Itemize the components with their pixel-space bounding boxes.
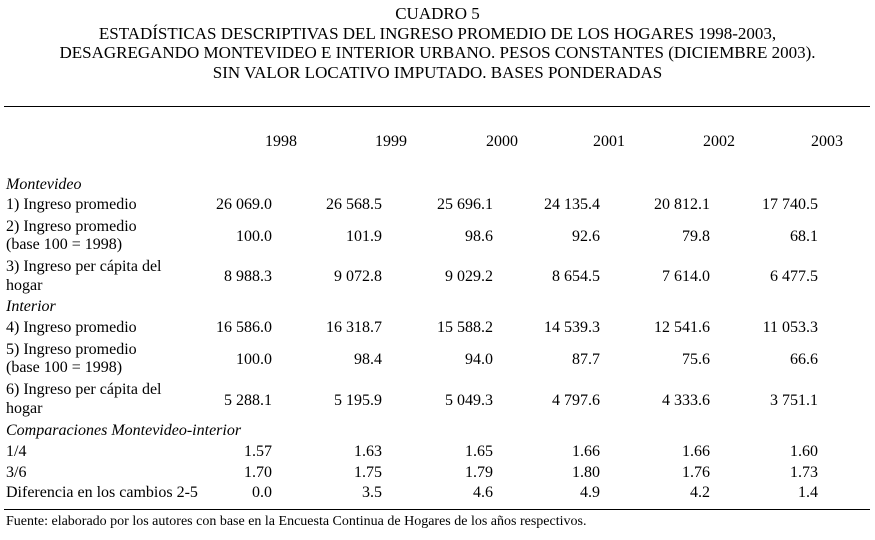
cell-value: 6 477.5 (770, 268, 818, 285)
year-header: 1998 (265, 133, 297, 150)
year-header: 2003 (811, 133, 843, 150)
cell-value: 4.6 (473, 484, 493, 501)
source-note: Fuente: elaborado por los autores con ba… (6, 514, 587, 529)
section-label: Montevideo (6, 176, 82, 193)
section-label: Comparaciones Montevideo-interior (6, 422, 242, 439)
cell-value: 87.7 (572, 351, 600, 368)
cell-value: 1.4 (798, 484, 818, 501)
cell-value: 1.80 (572, 464, 600, 481)
row-label: 1) Ingreso promedio (6, 196, 137, 213)
cell-value: 1.70 (244, 464, 272, 481)
cell-value: 66.6 (790, 351, 818, 368)
cell-value: 100.0 (236, 351, 272, 368)
cell-value: 15 588.2 (437, 319, 493, 336)
cell-value: 68.1 (790, 228, 818, 245)
row-label: 3) Ingreso per cápita del (6, 258, 162, 275)
cell-value: 17 740.5 (762, 196, 818, 213)
cell-value: 26 568.5 (326, 196, 382, 213)
row-label-continuation: (base 100 = 1998) (6, 359, 123, 376)
cell-value: 5 195.9 (334, 392, 382, 409)
cell-value: 4 797.6 (552, 392, 600, 409)
row-label: 6) Ingreso per cápita del (6, 381, 162, 398)
table-number: CUADRO 5 (395, 4, 480, 23)
cell-value: 16 586.0 (216, 319, 272, 336)
row-label: 4) Ingreso promedio (6, 319, 137, 336)
year-header: 2000 (486, 133, 518, 150)
cell-value: 3 751.1 (770, 392, 818, 409)
cell-value: 4.2 (690, 484, 710, 501)
cell-value: 0.0 (252, 484, 272, 501)
year-header: 2001 (593, 133, 625, 150)
cell-value: 4 333.6 (662, 392, 710, 409)
row-label: 5) Ingreso promedio (6, 341, 137, 358)
cell-value: 7 614.0 (662, 268, 710, 285)
cell-value: 16 318.7 (326, 319, 382, 336)
cell-value: 100.0 (236, 228, 272, 245)
cell-value: 1.79 (465, 464, 493, 481)
cell-value: 12 541.6 (654, 319, 710, 336)
bottom-rule (4, 509, 870, 510)
cell-value: 1.75 (354, 464, 382, 481)
cell-value: 5 288.1 (224, 392, 272, 409)
cell-value: 1.60 (790, 443, 818, 460)
row-label-continuation: hogar (6, 277, 43, 294)
cell-value: 1.66 (572, 443, 600, 460)
cell-value: 24 135.4 (544, 196, 600, 213)
top-rule (4, 106, 870, 107)
cell-value: 75.6 (682, 351, 710, 368)
cell-value: 8 988.3 (224, 268, 272, 285)
cell-value: 25 696.1 (437, 196, 493, 213)
title-line-1: ESTADÍSTICAS DESCRIPTIVAS DEL INGRESO PR… (98, 23, 777, 43)
cell-value: 9 029.2 (445, 268, 493, 285)
title-line-2: DESAGREGANDO MONTEVIDEO E INTERIOR URBAN… (59, 43, 816, 62)
cell-value: 1.65 (465, 443, 493, 460)
cell-value: 5 049.3 (445, 392, 493, 409)
cell-value: 101.9 (346, 228, 382, 245)
cell-value: 94.0 (465, 351, 493, 368)
cell-value: 1.76 (682, 464, 710, 481)
cell-value: 14 539.3 (544, 319, 600, 336)
row-label: 3/6 (6, 464, 27, 481)
cell-value: 4.9 (580, 484, 600, 501)
cell-value: 1.66 (682, 443, 710, 460)
cell-value: 26 069.0 (216, 196, 272, 213)
row-label-continuation: (base 100 = 1998) (6, 236, 123, 253)
cell-value: 1.57 (244, 443, 272, 460)
cell-value: 8 654.5 (552, 268, 600, 285)
section-label: Interior (6, 298, 56, 315)
cell-value: 11 053.3 (762, 319, 818, 336)
cell-value: 92.6 (572, 228, 600, 245)
year-header: 1999 (375, 133, 407, 150)
cell-value: 1.73 (790, 464, 818, 481)
title-line-3: SIN VALOR LOCATIVO IMPUTADO. BASES PONDE… (212, 62, 663, 82)
cell-value: 20 812.1 (654, 196, 710, 213)
row-label-continuation: hogar (6, 400, 43, 417)
table-title: CUADRO 5 ESTADÍSTICAS DESCRIPTIVAS DEL I… (0, 4, 875, 82)
row-label: Diferencia en los cambios 2-5 (6, 484, 198, 501)
row-label: 2) Ingreso promedio (6, 218, 137, 235)
year-header: 2002 (703, 133, 735, 150)
cell-value: 1.63 (354, 443, 382, 460)
cell-value: 79.8 (682, 228, 710, 245)
cell-value: 3.5 (362, 484, 382, 501)
cell-value: 9 072.8 (334, 268, 382, 285)
cell-value: 98.6 (465, 228, 493, 245)
cell-value: 98.4 (354, 351, 382, 368)
row-label: 1/4 (6, 443, 27, 460)
